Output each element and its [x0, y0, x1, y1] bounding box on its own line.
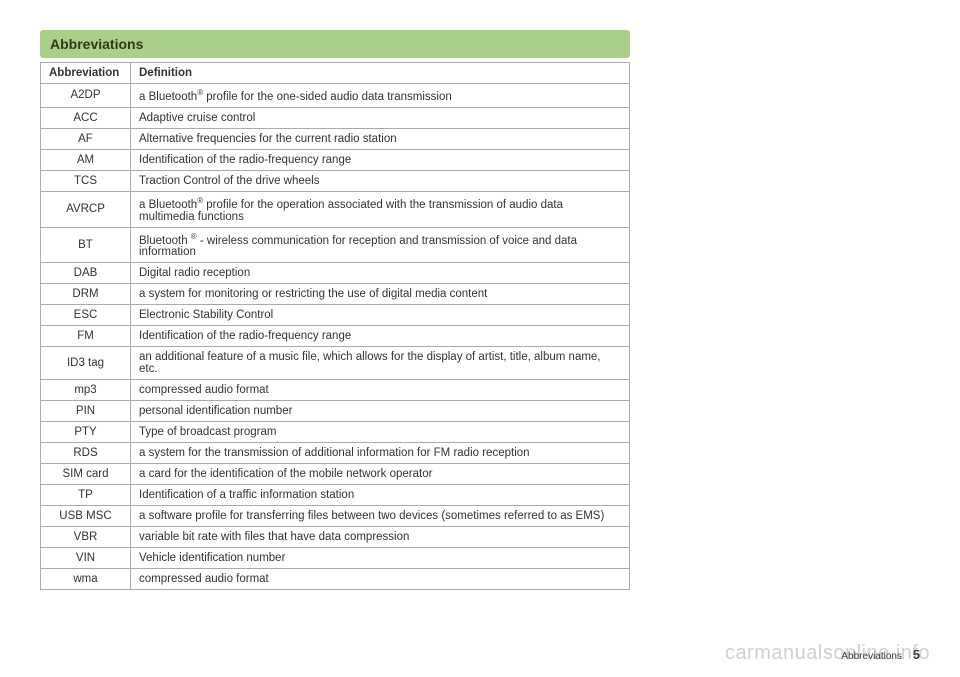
cell-definition: Digital radio reception: [131, 263, 630, 284]
cell-definition: Bluetooth ® - wireless communication for…: [131, 227, 630, 263]
cell-definition: Identification of the radio-frequency ra…: [131, 149, 630, 170]
cell-abbreviation: DAB: [41, 263, 131, 284]
cell-abbreviation: TP: [41, 485, 131, 506]
cell-definition: Electronic Stability Control: [131, 305, 630, 326]
cell-definition: Identification of the radio-frequency ra…: [131, 326, 630, 347]
cell-definition: Vehicle identification number: [131, 548, 630, 569]
table-row: ESCElectronic Stability Control: [41, 305, 630, 326]
cell-definition: Traction Control of the drive wheels: [131, 170, 630, 191]
cell-abbreviation: TCS: [41, 170, 131, 191]
table-row: VBRvariable bit rate with files that hav…: [41, 527, 630, 548]
table-row: ID3 tagan additional feature of a music …: [41, 347, 630, 380]
table-row: FMIdentification of the radio-frequency …: [41, 326, 630, 347]
cell-definition: variable bit rate with files that have d…: [131, 527, 630, 548]
header-definition: Definition: [131, 63, 630, 84]
cell-abbreviation: FM: [41, 326, 131, 347]
cell-definition: a system for the transmission of additio…: [131, 443, 630, 464]
cell-definition: a system for monitoring or restricting t…: [131, 284, 630, 305]
watermark: carmanualsonline.info: [725, 642, 930, 665]
cell-abbreviation: ACC: [41, 107, 131, 128]
cell-definition: a software profile for transferring file…: [131, 506, 630, 527]
cell-definition: Identification of a traffic information …: [131, 485, 630, 506]
cell-abbreviation: mp3: [41, 380, 131, 401]
cell-abbreviation: ID3 tag: [41, 347, 131, 380]
table-row: AMIdentification of the radio-frequency …: [41, 149, 630, 170]
table-row: PTYType of broadcast program: [41, 422, 630, 443]
table-row: USB MSCa software profile for transferri…: [41, 506, 630, 527]
table-row: PINpersonal identification number: [41, 401, 630, 422]
cell-abbreviation: VIN: [41, 548, 131, 569]
table-row: DRMa system for monitoring or restrictin…: [41, 284, 630, 305]
table-header-row: Abbreviation Definition: [41, 63, 630, 84]
cell-definition: Type of broadcast program: [131, 422, 630, 443]
cell-abbreviation: DRM: [41, 284, 131, 305]
cell-abbreviation: SIM card: [41, 464, 131, 485]
cell-abbreviation: ESC: [41, 305, 131, 326]
cell-abbreviation: VBR: [41, 527, 131, 548]
cell-abbreviation: PIN: [41, 401, 131, 422]
table-row: wmacompressed audio format: [41, 569, 630, 590]
table-row: SIM carda card for the identification of…: [41, 464, 630, 485]
cell-abbreviation: PTY: [41, 422, 131, 443]
table-row: VINVehicle identification number: [41, 548, 630, 569]
cell-abbreviation: RDS: [41, 443, 131, 464]
table-row: BTBluetooth ® - wireless communication f…: [41, 227, 630, 263]
cell-definition: a card for the identification of the mob…: [131, 464, 630, 485]
cell-definition: an additional feature of a music file, w…: [131, 347, 630, 380]
cell-abbreviation: AM: [41, 149, 131, 170]
table-row: mp3compressed audio format: [41, 380, 630, 401]
table-row: AVRCPa Bluetooth® profile for the operat…: [41, 191, 630, 227]
cell-abbreviation: AVRCP: [41, 191, 131, 227]
cell-definition: Adaptive cruise control: [131, 107, 630, 128]
cell-definition: personal identification number: [131, 401, 630, 422]
cell-definition: compressed audio format: [131, 569, 630, 590]
cell-abbreviation: USB MSC: [41, 506, 131, 527]
cell-abbreviation: A2DP: [41, 84, 131, 108]
header-abbreviation: Abbreviation: [41, 63, 131, 84]
cell-abbreviation: wma: [41, 569, 131, 590]
section-title: Abbreviations: [40, 30, 630, 58]
table-row: A2DPa Bluetooth® profile for the one-sid…: [41, 84, 630, 108]
cell-definition: a Bluetooth® profile for the operation a…: [131, 191, 630, 227]
table-row: TPIdentification of a traffic informatio…: [41, 485, 630, 506]
cell-definition: compressed audio format: [131, 380, 630, 401]
cell-abbreviation: AF: [41, 128, 131, 149]
cell-definition: Alternative frequencies for the current …: [131, 128, 630, 149]
table-row: DABDigital radio reception: [41, 263, 630, 284]
cell-definition: a Bluetooth® profile for the one-sided a…: [131, 84, 630, 108]
table-row: RDSa system for the transmission of addi…: [41, 443, 630, 464]
abbreviations-table: Abbreviation Definition A2DPa Bluetooth®…: [40, 62, 630, 590]
table-row: TCSTraction Control of the drive wheels: [41, 170, 630, 191]
cell-abbreviation: BT: [41, 227, 131, 263]
table-row: AFAlternative frequencies for the curren…: [41, 128, 630, 149]
table-row: ACCAdaptive cruise control: [41, 107, 630, 128]
